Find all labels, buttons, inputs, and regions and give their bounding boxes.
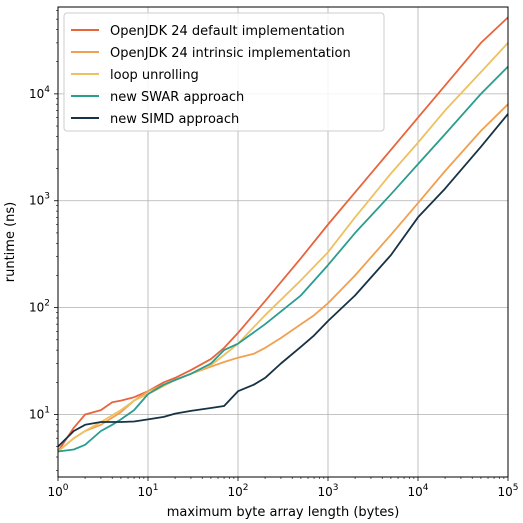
- plot-frame: [57, 6, 509, 478]
- x-tick-label: 103: [317, 483, 338, 499]
- series-line-openjdk-24-intrinsic-implementation: [57, 103, 509, 453]
- x-axis-label: maximum byte array length (bytes): [167, 505, 400, 520]
- x-tick-label: 104: [407, 483, 428, 499]
- y-tick-label: 101: [29, 405, 50, 421]
- legend-label: loop unrolling: [110, 68, 199, 83]
- y-tick-label: 103: [29, 192, 50, 208]
- x-tick-label: 100: [47, 483, 68, 499]
- series-lines: [57, 16, 509, 453]
- y-axis-label: runtime (ns): [3, 202, 18, 282]
- legend-label: OpenJDK 24 default implementation: [110, 24, 345, 39]
- legend-label: new SIMD approach: [110, 112, 239, 127]
- axis-ticks: 100 101 102 103 104 105 101 102 103 104: [29, 10, 519, 499]
- series-line-new-swar-approach: [57, 65, 509, 453]
- y-tick-label: 104: [29, 85, 50, 101]
- x-tick-label: 105: [497, 483, 518, 499]
- x-tick-label: 101: [137, 483, 158, 499]
- series-line-openjdk-24-default-implementation: [57, 16, 509, 452]
- legend-label: new SWAR approach: [110, 90, 244, 105]
- legend-box: [63, 12, 385, 132]
- legend-label: OpenJDK 24 intrinsic implementation: [110, 46, 351, 61]
- series-line-new-simd-approach: [57, 113, 509, 448]
- series-line-loop-unrolling: [57, 42, 509, 453]
- x-tick-label: 102: [227, 483, 248, 499]
- y-tick-label: 102: [29, 299, 50, 315]
- legend: OpenJDK 24 default implementation OpenJDK…: [63, 12, 385, 132]
